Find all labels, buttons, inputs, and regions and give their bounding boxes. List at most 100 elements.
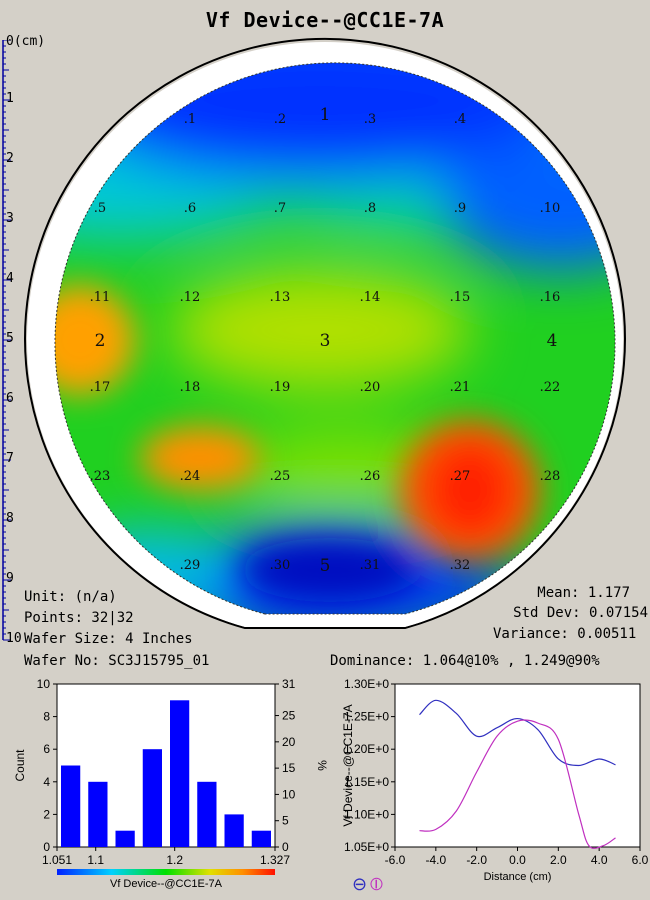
color-scale-bar xyxy=(57,869,275,875)
x-axis-label: Vf Device--@CC1E-7A xyxy=(110,878,223,890)
wafer-site-label: .30 xyxy=(270,558,291,573)
x-tick-label: 6.0 xyxy=(632,853,649,867)
y2-tick-label: 25 xyxy=(282,709,296,723)
x-tick-label: 1.051 xyxy=(42,853,72,867)
y-axis-label: Vf Device--@CC1E-7A xyxy=(341,704,355,826)
wafer-site-label: .16 xyxy=(540,290,561,305)
x-tick-label: 0.0 xyxy=(509,853,526,867)
y-tick-label: 1.20E+0 xyxy=(344,742,389,756)
wafer-site-label: .13 xyxy=(270,290,291,305)
x-tick-label: 2.0 xyxy=(550,853,567,867)
wafer-site-label: .11 xyxy=(90,290,111,305)
x-tick-label: -2.0 xyxy=(466,853,487,867)
wafer-site-label: .29 xyxy=(180,558,201,573)
ruler-tick-label: 2 xyxy=(6,151,14,166)
vertical-profile-symbol-icon: ⦶ xyxy=(370,874,383,894)
y2-tick-label: 10 xyxy=(282,787,296,801)
mean-stat: Mean: 1.177 xyxy=(537,585,630,601)
wafer-major-site-label: 5 xyxy=(320,556,331,576)
wafer-site-label: .25 xyxy=(270,469,291,484)
profile-plot-area xyxy=(394,683,641,848)
ruler-tick-label: 4 xyxy=(6,271,14,286)
x-tick-label: 1.1 xyxy=(87,853,104,867)
wafer-site-label: .20 xyxy=(360,380,381,395)
profile-line-vertical xyxy=(419,719,616,849)
y-tick-label: 1.30E+0 xyxy=(344,677,389,691)
wafer-site-label: .19 xyxy=(270,380,291,395)
histogram-bar xyxy=(197,781,217,847)
wafer-site-label: .22 xyxy=(540,380,561,395)
wafer-major-site-label: 1 xyxy=(320,105,331,125)
points-label: Points: 32|32 xyxy=(24,610,134,626)
histogram-bar xyxy=(170,700,190,847)
wafer-site-label: .8 xyxy=(364,201,376,216)
y-tick-label: 10 xyxy=(37,677,51,691)
profile-line-horizontal xyxy=(419,699,616,767)
histogram-chart: 0 2 4 6 8 10 0 5 10 15 20 25 31 1.051 1.1 1.2 1.327 Count… xyxy=(13,677,329,890)
ruler-tick-label: 3 xyxy=(6,211,14,226)
y-tick-label: 1.10E+0 xyxy=(344,807,389,821)
wafer-major-site-label: 3 xyxy=(320,331,331,351)
x-tick-label: -4.0 xyxy=(425,853,446,867)
wafer-site-label: .15 xyxy=(450,290,471,305)
y-tick-label: 1.25E+0 xyxy=(344,710,389,724)
variance-stat: Variance: 0.00511 xyxy=(493,626,637,642)
histogram-bar xyxy=(142,749,162,847)
histogram-bar xyxy=(224,814,244,847)
histogram-bar xyxy=(115,830,135,847)
histogram-bar xyxy=(61,765,81,847)
y-tick-label: 1.05E+0 xyxy=(344,840,389,854)
y-tick-label: 8 xyxy=(43,710,50,724)
wafer-map: .1.2 1.3.4.5.6.7.8.9.10.11.12.13.14.15.16… xyxy=(24,37,626,629)
y-tick-label: 1.15E+0 xyxy=(344,775,389,789)
histogram-bar xyxy=(251,830,271,847)
x-tick-label: 1.2 xyxy=(166,853,183,867)
chart-title: Vf Device--@CC1E-7A xyxy=(205,8,445,32)
wafer-size-label: Wafer Size: 4 Inches xyxy=(24,631,193,647)
wafer-site-label: .18 xyxy=(180,380,201,395)
y2-tick-label: 15 xyxy=(282,761,296,775)
wafer-site-label: .5 xyxy=(94,201,106,216)
wafer-site-label: .6 xyxy=(184,201,196,216)
wafer-site-label: .32 xyxy=(450,558,471,573)
wafer-site-label: .10 xyxy=(540,201,561,216)
wafer-site-label: .26 xyxy=(360,469,381,484)
y-tick-label: 6 xyxy=(43,742,50,756)
wafer-site-label: .17 xyxy=(90,380,111,395)
ruler-tick-label: 7 xyxy=(6,451,14,466)
histogram-bar xyxy=(88,781,108,847)
wafer-site-label: .4 xyxy=(454,112,466,127)
wafer-site-label: .2 xyxy=(274,112,286,127)
profile-line-chart: 1.05E+0 1.10E+0 1.15E+0 1.20E+0 1.25E+0 1.30E… xyxy=(341,677,649,894)
wafer-site-label: .21 xyxy=(450,380,471,395)
y2-tick-label: 20 xyxy=(282,735,296,749)
wafer-site-label: .23 xyxy=(90,469,111,484)
ruler-tick-label: 10 xyxy=(6,631,22,646)
y-tick-label: 4 xyxy=(43,775,50,789)
dominance-stat: Dominance: 1.064@10% , 1.249@90% xyxy=(330,653,600,669)
vertical-ruler xyxy=(2,40,11,641)
y2-tick-label: 0 xyxy=(282,840,289,854)
ruler-unit-label: 0(cm) xyxy=(6,34,46,49)
y2-tick-label: 5 xyxy=(282,814,289,828)
x-axis-label: Distance (cm) xyxy=(484,871,552,883)
y-axis-label: Count xyxy=(13,749,27,782)
ruler-tick-label: 6 xyxy=(6,391,14,406)
y2-tick-label: 31 xyxy=(282,677,296,691)
y2-axis-label: % xyxy=(315,760,329,771)
x-tick-label: 1.327 xyxy=(260,853,290,867)
ruler-tick-label: 1 xyxy=(6,91,14,106)
y-tick-label: 0 xyxy=(43,840,50,854)
wafer-major-site-label: 2 xyxy=(95,331,106,351)
wafer-major-site-label: 4 xyxy=(547,331,558,351)
ruler-tick-label: 9 xyxy=(6,571,14,586)
wafer-site-label: .24 xyxy=(180,469,201,484)
wafer-site-label: .1 xyxy=(184,112,196,127)
horizontal-profile-symbol-icon: ⊖ xyxy=(352,874,367,894)
wafer-site-label: .31 xyxy=(360,558,381,573)
wafer-site-label: .27 xyxy=(450,469,471,484)
y-tick-label: 2 xyxy=(43,807,50,821)
std-dev-stat: Std Dev: 0.07154 xyxy=(513,605,648,621)
unit-label: Unit: (n/a) xyxy=(24,589,117,605)
wafer-site-label: .14 xyxy=(360,290,381,305)
